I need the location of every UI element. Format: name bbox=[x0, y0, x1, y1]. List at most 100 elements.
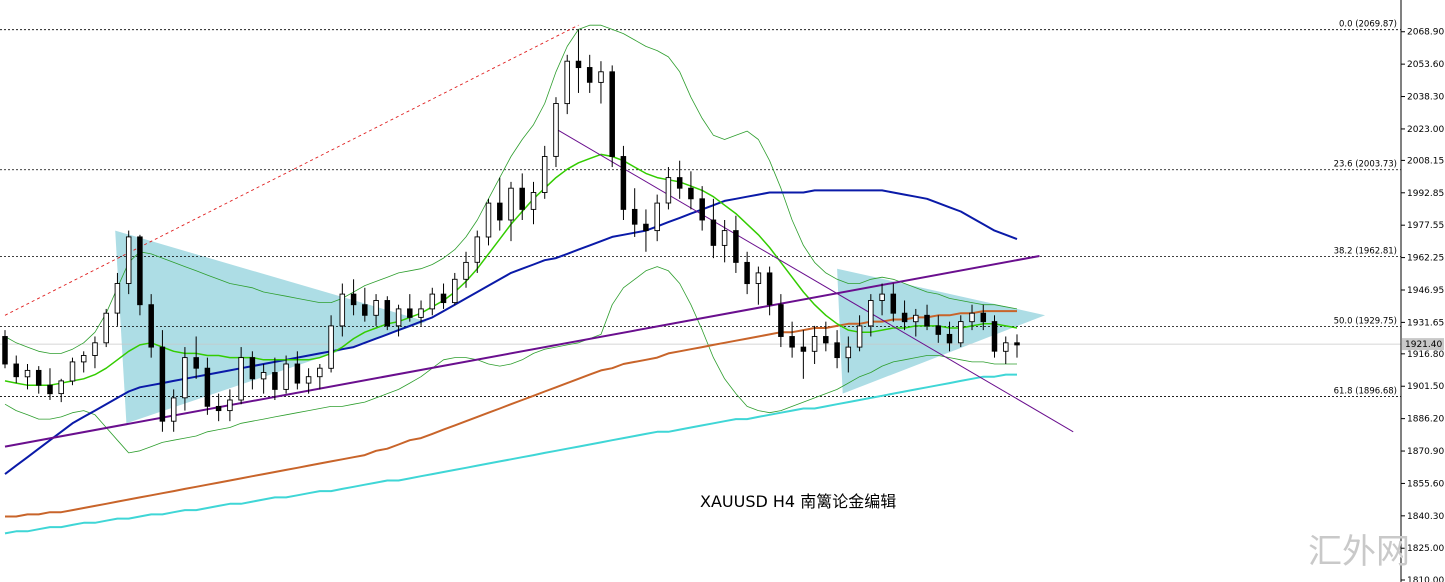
candle-bull bbox=[317, 367, 323, 378]
fib-label-2: 38.2 (1962.81) bbox=[1334, 246, 1397, 256]
current-price-label: 1921.40 bbox=[1405, 340, 1442, 350]
candle-bear bbox=[800, 346, 807, 352]
candle-bull bbox=[283, 363, 289, 390]
candle-bull bbox=[125, 236, 132, 284]
candle-bear bbox=[834, 342, 840, 359]
candle-bear bbox=[778, 304, 784, 337]
candle-bull bbox=[24, 369, 31, 378]
y-tick-label: 1977.55 bbox=[1407, 221, 1444, 231]
triangle-pattern-1 bbox=[837, 268, 1046, 394]
y-tick-label: 1825.00 bbox=[1407, 544, 1444, 554]
candle-bear bbox=[193, 357, 199, 369]
candle-bear bbox=[272, 372, 278, 390]
candle-bull bbox=[856, 325, 863, 348]
ma-slow-line bbox=[5, 310, 1017, 518]
candle-bull bbox=[69, 361, 76, 382]
current-price-box bbox=[1402, 338, 1444, 351]
triangle-patterns bbox=[115, 230, 1046, 424]
candle-bear bbox=[609, 71, 615, 157]
candle-bear bbox=[631, 208, 638, 225]
candle-bear bbox=[643, 223, 649, 232]
candle-bull bbox=[755, 272, 762, 284]
candle-bull bbox=[721, 230, 728, 246]
candle-bull bbox=[170, 397, 177, 422]
fib-label-0: 0.0 (2069.87) bbox=[1339, 20, 1397, 30]
candle-bear bbox=[789, 336, 795, 348]
axis-background bbox=[1401, 0, 1445, 582]
y-tick-label: 1931.65 bbox=[1407, 318, 1444, 328]
ma-long-line bbox=[4, 373, 1017, 535]
candle-bull bbox=[811, 336, 818, 352]
y-tick-label: 1855.60 bbox=[1407, 479, 1444, 489]
candle-bull bbox=[227, 399, 233, 412]
candle-bear bbox=[519, 187, 525, 210]
candle-bull bbox=[564, 60, 570, 105]
candle-bear bbox=[733, 230, 739, 263]
fib-label-4: 61.8 (1896.68) bbox=[1334, 386, 1397, 396]
candle-bear bbox=[935, 325, 942, 335]
candle-bear bbox=[215, 405, 222, 412]
y-tick-label: 1810.00 bbox=[1407, 576, 1444, 582]
y-tick-label: 2068.90 bbox=[1407, 28, 1444, 38]
y-tick-label: 1840.30 bbox=[1407, 512, 1444, 522]
y-tick-label: 1870.90 bbox=[1407, 447, 1444, 457]
candle-bear bbox=[497, 202, 503, 221]
candle-bull bbox=[665, 177, 672, 204]
fib-label-1: 23.6 (2003.73) bbox=[1334, 160, 1397, 170]
candle-bull bbox=[868, 300, 874, 327]
trendline-support bbox=[4, 255, 1040, 448]
candle-bull bbox=[452, 278, 458, 304]
candle-bull bbox=[305, 376, 312, 384]
candle-bear bbox=[901, 312, 908, 323]
candle-bear bbox=[159, 346, 166, 422]
candle-bull bbox=[114, 283, 121, 314]
candle-bear bbox=[710, 219, 717, 246]
candle-bull bbox=[969, 312, 975, 323]
candle-bull bbox=[92, 342, 98, 356]
candle-bear bbox=[688, 187, 694, 200]
candlesticks bbox=[2, 29, 1020, 432]
y-tick-label: 1901.50 bbox=[1407, 382, 1444, 392]
bollinger-lower-line bbox=[4, 266, 1017, 454]
y-tick-label: 2023.00 bbox=[1407, 125, 1444, 135]
y-tick-label: 1962.25 bbox=[1407, 254, 1444, 264]
y-tick-label: 2038.30 bbox=[1407, 93, 1444, 103]
candle-bull bbox=[418, 308, 424, 318]
candle-bull bbox=[373, 300, 379, 316]
candle-bull bbox=[182, 357, 188, 399]
candle-bull bbox=[879, 293, 885, 301]
candle-bear bbox=[384, 300, 391, 327]
y-tick-label: 1916.80 bbox=[1407, 350, 1444, 360]
chart-caption: XAUUSD H4 南篱论金编辑 bbox=[700, 492, 896, 511]
candle-bull bbox=[339, 293, 346, 327]
candle-bear bbox=[586, 67, 593, 83]
candle-bull bbox=[103, 312, 109, 344]
candle-bull bbox=[508, 187, 514, 221]
candle-bull bbox=[328, 325, 334, 369]
candle-bull bbox=[80, 355, 87, 363]
candle-bull bbox=[260, 372, 267, 380]
candle-bear bbox=[676, 177, 683, 189]
candle-bear bbox=[13, 363, 19, 378]
candle-bear bbox=[890, 293, 897, 314]
candle-bear bbox=[137, 236, 143, 306]
candle-bear bbox=[980, 312, 987, 323]
bollinger-upper-line bbox=[4, 24, 1018, 354]
candle-bull bbox=[541, 156, 548, 193]
candle-bull bbox=[598, 71, 604, 83]
candle-bull bbox=[913, 314, 919, 323]
candle-bull bbox=[463, 261, 469, 280]
candle-bull bbox=[845, 346, 852, 359]
candle-bear bbox=[946, 333, 953, 344]
candle-bear bbox=[362, 304, 368, 316]
candle-bear bbox=[699, 198, 705, 221]
candle-bear bbox=[575, 60, 582, 69]
candle-bear bbox=[440, 293, 447, 304]
ma-mid-line bbox=[4, 189, 1018, 475]
candle-bull bbox=[553, 103, 559, 157]
candle-bear bbox=[294, 363, 301, 384]
candle-bull bbox=[1003, 342, 1009, 352]
fib-label-3: 50.0 (1929.75) bbox=[1334, 316, 1397, 326]
candle-bear bbox=[823, 336, 829, 344]
trendline-channel-ref bbox=[4, 24, 579, 316]
